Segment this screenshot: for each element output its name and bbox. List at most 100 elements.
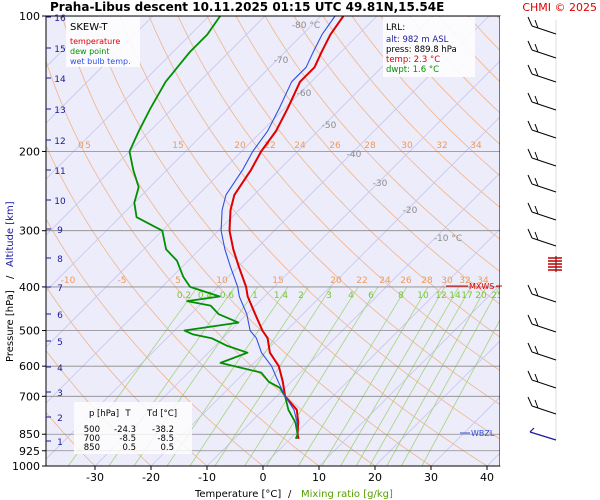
x-tick-label: 40 (480, 471, 494, 484)
altitude-tick-label: 2 (57, 414, 63, 424)
wind-barb-tick (527, 228, 533, 239)
wind-barb-tick (534, 399, 539, 409)
wind-barb-tick (527, 120, 533, 131)
theta-label: -5 (118, 276, 127, 286)
y-axis-separator: / (5, 275, 16, 279)
wind-barb-tick (529, 427, 535, 433)
wind-barb-tick (527, 40, 533, 51)
theta-label: 28 (421, 276, 433, 286)
x-tick-label: 30 (424, 471, 438, 484)
series-dew-point (128, 16, 299, 440)
wind-barbs (527, 16, 562, 441)
x-axis-label: Temperature [°C] (194, 489, 281, 500)
altitude-tick-label: 15 (54, 45, 65, 55)
theta-label: 34 (470, 141, 482, 151)
isotherm-label: -80 °C (292, 21, 320, 31)
series-wet-bulb-temp (220, 16, 336, 439)
table-header-t: T (124, 409, 131, 419)
mixing-ratio-label: 0.6 (220, 291, 235, 301)
lrl-dwpt: dwpt: 1.6 °C (386, 65, 439, 75)
isotherm (46, 16, 490, 460)
lrl-altitude: alt: 982 m ASL (386, 35, 449, 45)
isotherm (262, 228, 500, 466)
theta-label: 5 (175, 276, 181, 286)
altitude-tick-label: 8 (57, 255, 63, 265)
isotherm (46, 16, 210, 180)
theta-label: 22 (356, 276, 367, 286)
isotherm (46, 16, 378, 348)
table-row-700-td: -8.5 (157, 434, 174, 444)
isotherm (46, 16, 434, 404)
table-row-850-p: 850 (84, 443, 100, 453)
chart-title: Praha-Libus descent 10.11.2025 01:15 UTC… (50, 0, 444, 14)
mixing-ratio-label: 14 (449, 291, 461, 301)
mixing-ratio-label: 8 (398, 291, 404, 301)
x-tick-label: -20 (142, 471, 160, 484)
wind-barb-tick (534, 151, 539, 161)
wind-barb-tick (534, 177, 539, 187)
wind-barb-tick (534, 123, 539, 133)
altitude-tick-label: 13 (54, 106, 65, 116)
theta-label: 34 (477, 276, 489, 286)
wind-barb-tick (527, 174, 533, 185)
theta-label: 20 (234, 141, 246, 151)
theta-label: 10 (216, 276, 228, 286)
mixing-ratio-label: 10 (417, 291, 429, 301)
mixing-ratio-label: 3 (326, 291, 332, 301)
x-tick-label: 10 (312, 471, 326, 484)
wind-barb (531, 351, 557, 361)
mixing-ratio-label: 0.4 (198, 291, 213, 301)
wind-barb (531, 211, 557, 221)
mixing-ratio-line (401, 286, 500, 466)
pressure-tick-label: 100 (19, 10, 40, 23)
wind-barb-tick (527, 342, 533, 353)
wind-barb-tick (534, 345, 539, 355)
dry-adiabat (293, 16, 500, 240)
isotherm (318, 284, 500, 466)
wind-barb-tick (527, 148, 533, 159)
isotherm-label: -50 (322, 121, 337, 131)
wind-barb (531, 49, 557, 59)
wind-barb (531, 379, 557, 389)
pressure-tick-label: 500 (19, 325, 40, 338)
theta-label: 5 (85, 141, 91, 151)
wind-barb (531, 183, 557, 193)
wind-barb (529, 431, 557, 441)
altitude-tick-label: 14 (54, 75, 66, 85)
theta-label: 15 (272, 276, 283, 286)
pressure-tick-label: 1000 (12, 460, 40, 473)
theta-label: 22 (264, 141, 275, 151)
legend-box: SKEW-T temperature dew point wet bulb te… (66, 17, 140, 67)
wind-barb (531, 73, 557, 83)
wind-barb-tick (527, 284, 533, 295)
table-row-500-td: -38.2 (152, 425, 174, 435)
mixing-ratio-label: 17 (461, 291, 472, 301)
theta-label: 32 (459, 276, 470, 286)
theta-label: 24 (294, 141, 306, 151)
dry-adiabat (322, 16, 500, 208)
mixing-ratio-line (340, 286, 446, 466)
wind-barb (531, 293, 557, 303)
isotherm-label: -20 (403, 206, 418, 216)
wind-barb (531, 129, 557, 139)
mixing-ratio-line (244, 286, 359, 466)
wbzl-marker: WBZL (460, 429, 495, 438)
theta-label: 26 (329, 141, 341, 151)
wind-barb-tick (534, 19, 539, 29)
mixing-ratio-label: 4 (348, 291, 354, 301)
theta-label: 24 (379, 276, 391, 286)
table-header-td: Td [°C] (146, 409, 177, 419)
table-row-500-p: 500 (84, 425, 100, 435)
y-axis-label-altitude: Altitude [km] (5, 201, 16, 267)
mixing-ratio-label: 0.2 (177, 291, 191, 301)
table-row-850-td: 0.5 (160, 443, 174, 453)
mixing-ratio-label: 2 (298, 291, 304, 301)
legend-dew-point: dew point (70, 47, 110, 56)
summary-table: p [hPa] T Td [°C] 500 -24.3 -38.2 700 -8… (74, 402, 192, 454)
wind-barb-tick (534, 373, 539, 383)
mixing-ratio-label: 12 (435, 291, 446, 301)
altitude-tick-label: 6 (57, 311, 63, 321)
wind-barb (531, 25, 557, 35)
